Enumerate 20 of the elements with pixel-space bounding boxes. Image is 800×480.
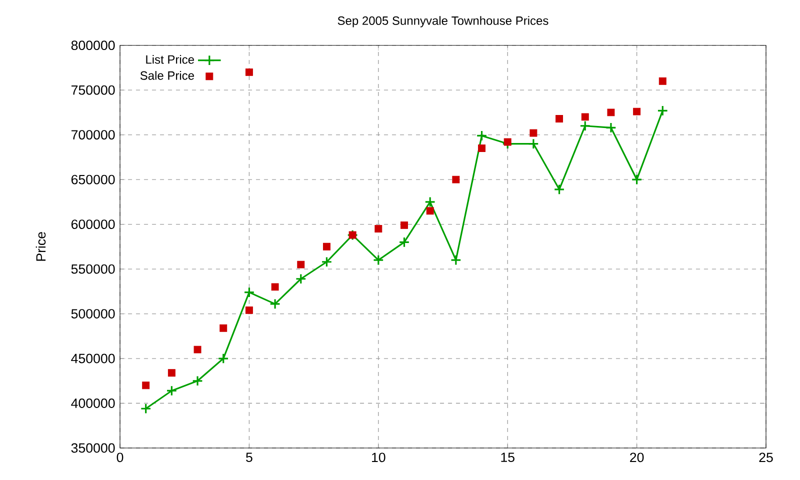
y-tick-label: 700000 [71,130,115,140]
x-tick-label: 10 [372,452,386,462]
y-tick-label: 400000 [71,398,115,408]
legend-label: List Price [146,54,194,64]
x-tick-label: 0 [116,452,124,462]
y-tick-label: 450000 [71,354,115,364]
legend-label: Sale Price [140,70,194,80]
x-tick-label: 15 [501,452,514,462]
y-tick-label: 350000 [71,443,115,453]
y-tick-label: 550000 [71,264,115,274]
y-tick-label: 600000 [71,220,115,230]
y-tick-label: 750000 [71,85,115,95]
x-tick-label: 20 [630,452,644,462]
y-axis-title: Price [36,232,46,261]
y-tick-label: 800000 [71,40,115,50]
x-tick-label: 25 [759,452,773,462]
chart-title: Sep 2005 Sunnyvale Townhouse Prices [338,16,548,28]
y-tick-label: 500000 [71,309,115,318]
y-tick-label: 650000 [71,174,115,184]
x-tick-label: 5 [246,452,252,462]
